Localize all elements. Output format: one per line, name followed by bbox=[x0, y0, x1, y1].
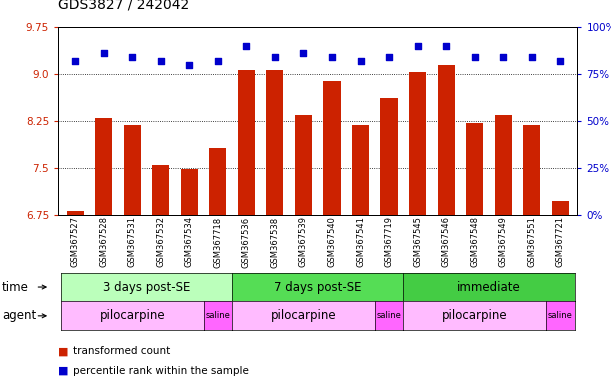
Point bbox=[327, 54, 337, 60]
Point bbox=[384, 54, 394, 60]
Text: ■: ■ bbox=[58, 366, 68, 376]
Point bbox=[299, 50, 309, 56]
Text: saline: saline bbox=[205, 311, 230, 320]
Bar bbox=[210, 148, 227, 215]
Bar bbox=[266, 70, 284, 215]
Point bbox=[270, 54, 280, 60]
Text: agent: agent bbox=[2, 310, 36, 322]
Bar bbox=[352, 125, 369, 215]
Bar bbox=[95, 118, 112, 215]
Text: immediate: immediate bbox=[457, 281, 521, 293]
Point bbox=[555, 58, 565, 64]
Bar bbox=[67, 211, 84, 215]
Bar bbox=[409, 72, 426, 215]
Point bbox=[241, 43, 251, 49]
Bar bbox=[181, 169, 198, 215]
Point bbox=[499, 54, 508, 60]
Bar bbox=[381, 98, 398, 215]
Point bbox=[470, 54, 480, 60]
Point bbox=[127, 54, 137, 60]
Point bbox=[527, 54, 536, 60]
Bar bbox=[123, 125, 141, 215]
Text: percentile rank within the sample: percentile rank within the sample bbox=[73, 366, 249, 376]
Bar bbox=[323, 81, 340, 215]
Bar bbox=[152, 165, 169, 215]
Text: GDS3827 / 242042: GDS3827 / 242042 bbox=[58, 0, 189, 12]
Point bbox=[441, 43, 451, 49]
Point bbox=[213, 58, 223, 64]
Text: pilocarpine: pilocarpine bbox=[100, 310, 165, 322]
Text: 7 days post-SE: 7 days post-SE bbox=[274, 281, 362, 293]
Bar bbox=[523, 125, 540, 215]
Point bbox=[99, 50, 109, 56]
Text: transformed count: transformed count bbox=[73, 346, 170, 356]
Text: pilocarpine: pilocarpine bbox=[271, 310, 336, 322]
Text: pilocarpine: pilocarpine bbox=[442, 310, 508, 322]
Point bbox=[70, 58, 80, 64]
Bar bbox=[466, 123, 483, 215]
Point bbox=[156, 58, 166, 64]
Bar bbox=[552, 201, 569, 215]
Bar bbox=[437, 65, 455, 215]
Text: time: time bbox=[2, 281, 29, 293]
Bar bbox=[238, 70, 255, 215]
Text: 3 days post-SE: 3 days post-SE bbox=[103, 281, 190, 293]
Point bbox=[185, 61, 194, 68]
Bar bbox=[495, 115, 512, 215]
Point bbox=[356, 58, 365, 64]
Point bbox=[412, 43, 422, 49]
Text: saline: saline bbox=[548, 311, 573, 320]
Text: ■: ■ bbox=[58, 346, 68, 356]
Bar bbox=[295, 115, 312, 215]
Text: saline: saline bbox=[376, 311, 401, 320]
